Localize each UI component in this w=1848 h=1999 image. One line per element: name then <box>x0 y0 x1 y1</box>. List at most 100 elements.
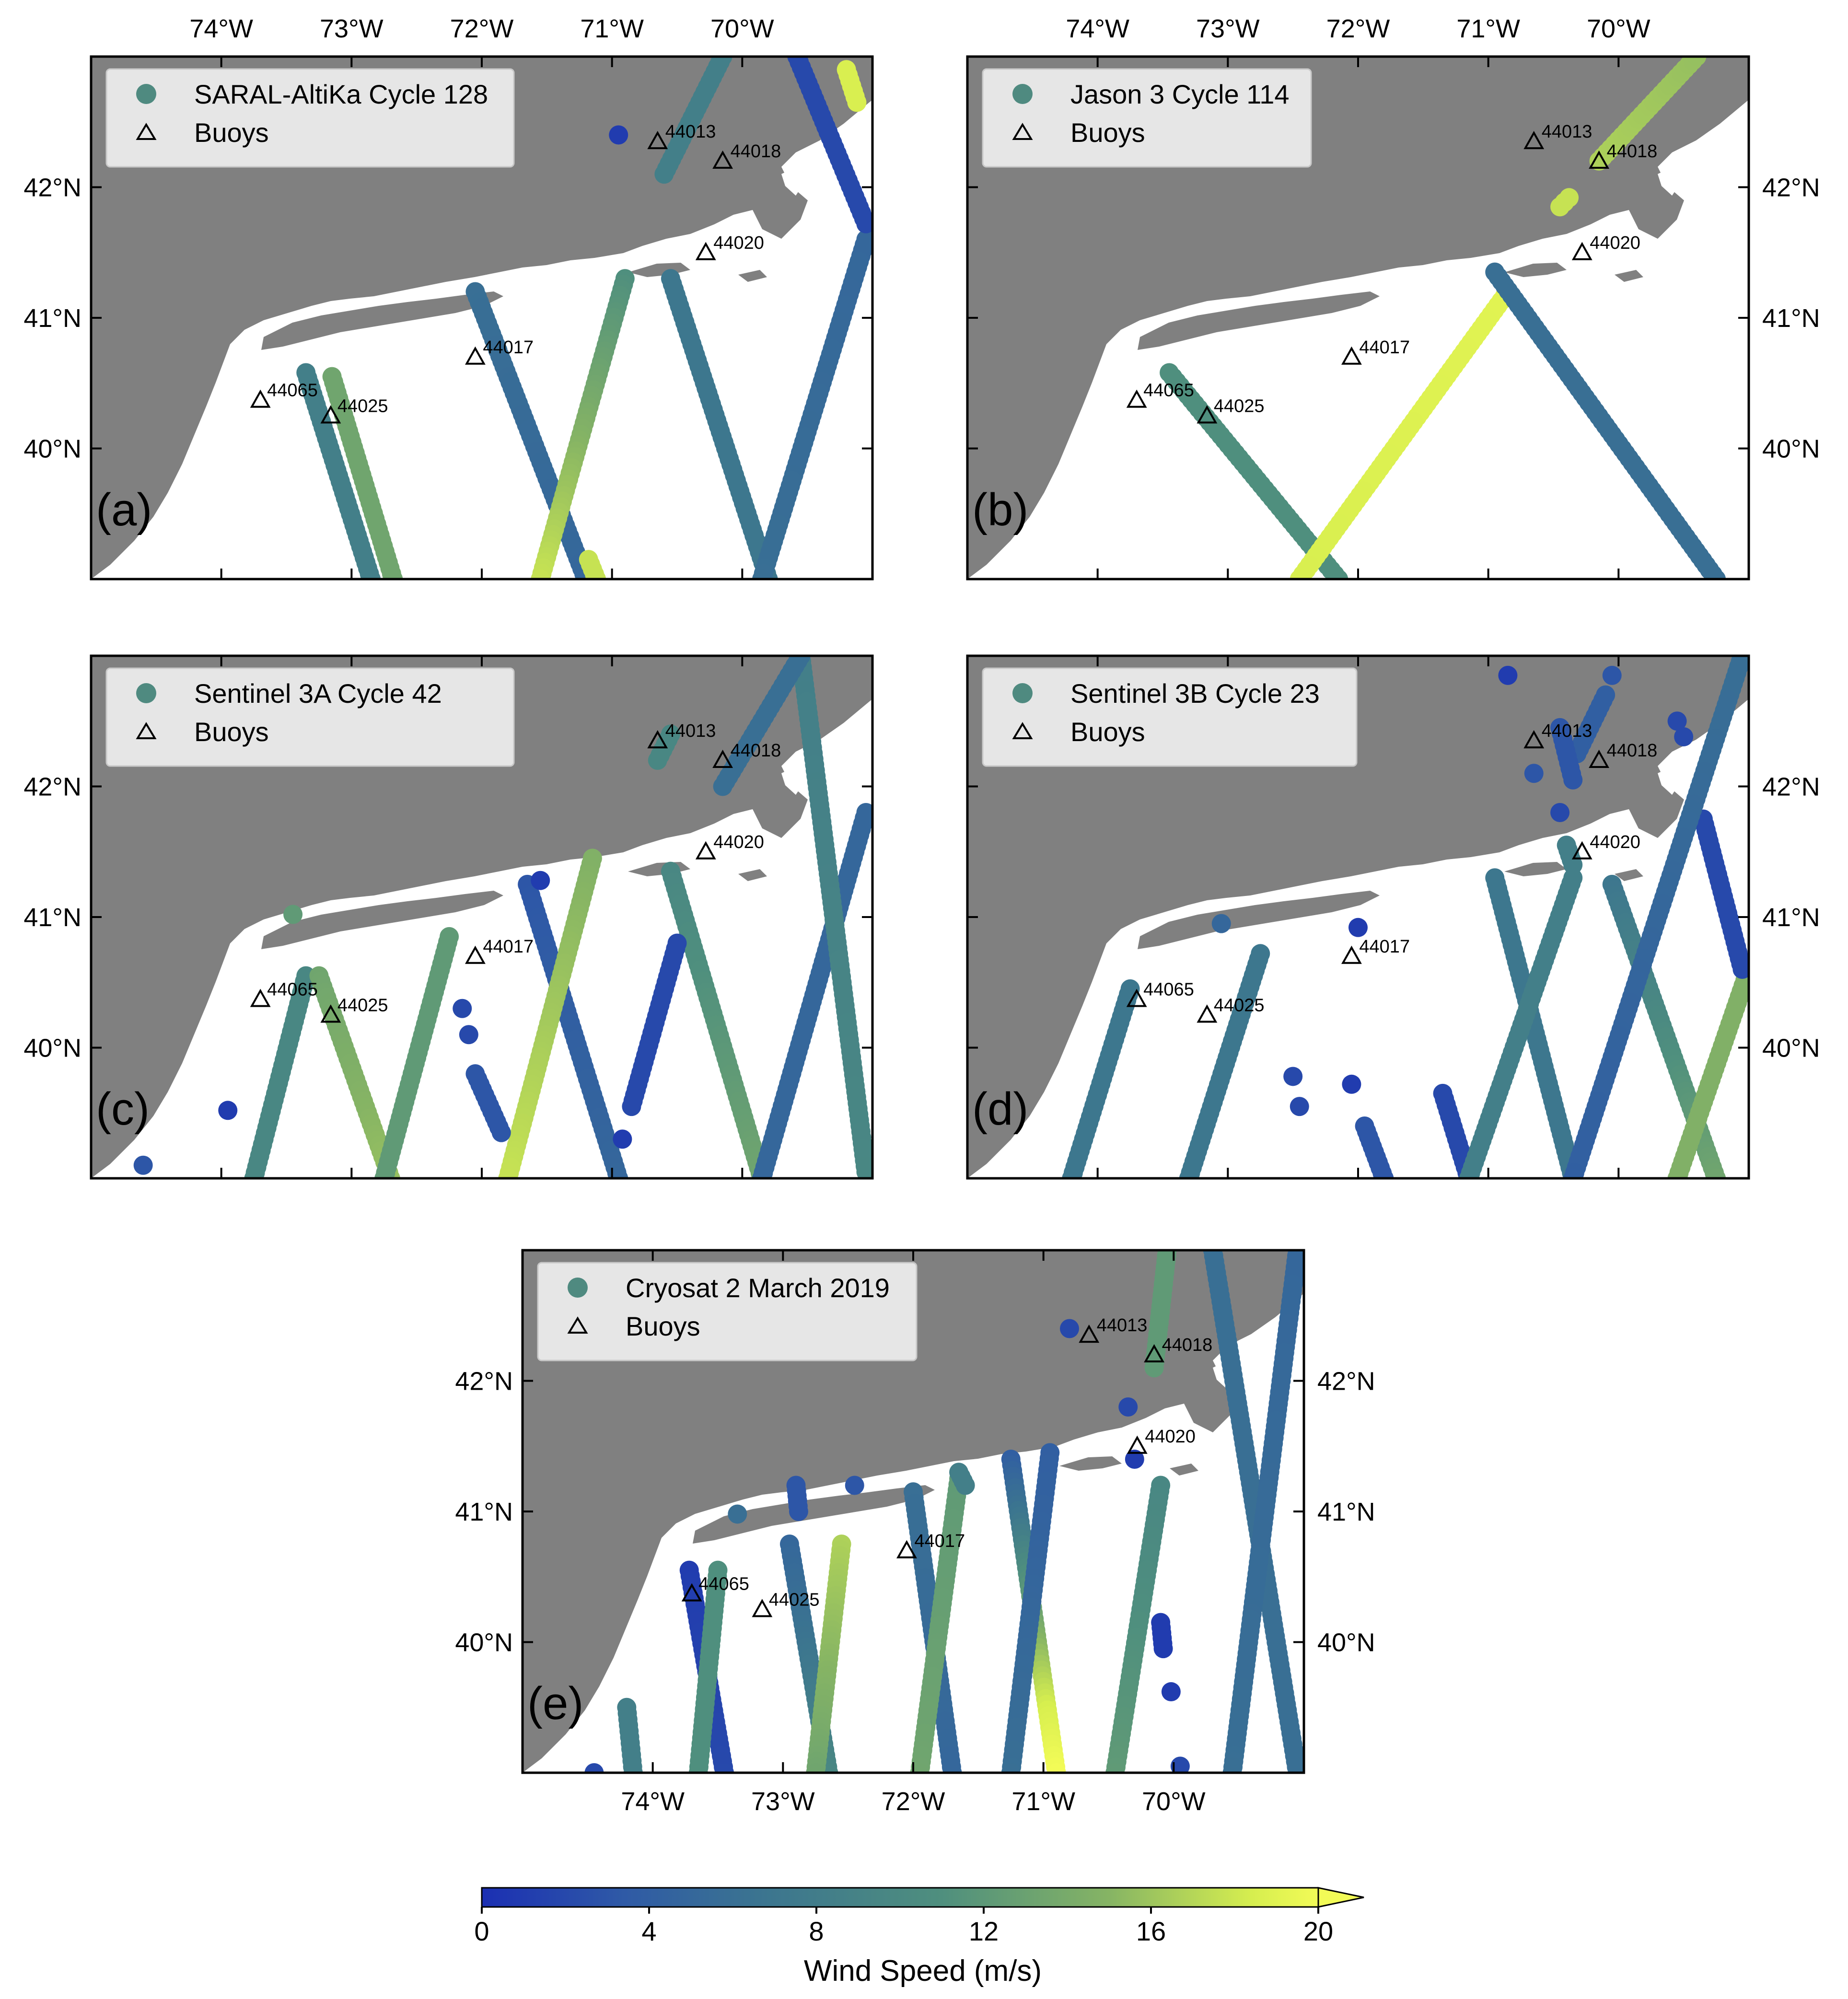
buoy-label: 44025 <box>1214 396 1265 416</box>
legend: SARAL-AltiKa Cycle 128 Buoys <box>105 68 515 168</box>
track-point <box>1524 764 1544 783</box>
colorbar-title: Wind Speed (m/s) <box>804 1954 1042 1987</box>
satellite-tracks <box>296 57 872 579</box>
buoy-triangle-icon <box>465 945 486 964</box>
legend-marker-icon <box>568 1278 588 1298</box>
track-16 <box>1151 1613 1173 1659</box>
track-point <box>910 1763 930 1773</box>
buoy-label: 44025 <box>337 396 388 416</box>
legend-buoy-icon <box>1012 722 1033 739</box>
track-9 <box>1693 809 1749 979</box>
buoy-label: 44017 <box>483 337 534 358</box>
track-point <box>1211 914 1231 933</box>
legend-marker-icon <box>136 84 156 104</box>
legend-buoys-label: Buoys <box>1070 717 1145 747</box>
map-panel-4: 44013 44018 44020 44017 44065 44025 40°N 41°N 42… <box>966 654 1820 1180</box>
satellite-tracks <box>1160 57 1726 579</box>
buoy-triangle-icon <box>681 1583 702 1602</box>
track-3 <box>374 927 459 1178</box>
track-point <box>1153 1639 1173 1659</box>
track-3 <box>1485 262 1726 579</box>
satellite-tracks <box>1062 656 1749 1178</box>
legend-box <box>982 68 1312 168</box>
track-point <box>1105 1763 1125 1773</box>
track-10 <box>1105 1476 1171 1773</box>
track-12 <box>1550 718 1583 790</box>
track-point <box>1170 1756 1190 1773</box>
track-point <box>1342 1074 1361 1094</box>
track-point <box>713 57 732 66</box>
buoy-triangle-icon <box>1126 988 1147 1007</box>
legend: Sentinel 3B Cycle 23 Buoys <box>982 667 1358 767</box>
track-point <box>459 1025 478 1045</box>
legend-label: Jason 3 Cycle 114 <box>1070 79 1290 109</box>
legend-box <box>105 667 515 767</box>
buoy-label: 44065 <box>1143 381 1194 401</box>
lon-tick-label: 73°W <box>320 14 384 43</box>
lat-tick-label: 40°N <box>1762 435 1820 464</box>
buoy-label: 44013 <box>1097 1315 1148 1336</box>
track-5 <box>579 550 606 579</box>
buoy-label: 44065 <box>267 980 318 1000</box>
legend-buoy-icon <box>136 123 157 140</box>
track-point <box>1060 1319 1079 1338</box>
track-point <box>218 1101 238 1120</box>
lon-tick-label: 71°W <box>1011 1787 1075 1816</box>
track-point <box>752 1169 772 1178</box>
lat-tick-label: 40°N <box>23 435 81 464</box>
track-point <box>715 1763 734 1773</box>
lon-tick-label: 72°W <box>450 14 514 43</box>
axis-ticks: 74°W 73°W 72°W 71°W 70°W 40°N 41°N 42°N <box>967 14 1820 579</box>
buoy-label: 44025 <box>1214 995 1265 1015</box>
track-9 <box>713 656 811 796</box>
track-point <box>856 1162 872 1178</box>
track-point <box>613 1129 632 1149</box>
buoy-label: 44020 <box>1590 233 1640 253</box>
panels-layer: 44013 44018 44020 44017 44065 44025 74°W 73°W 72… <box>23 14 1820 1816</box>
lat-tick-label: 40°N <box>1762 1034 1820 1063</box>
colorbar: 0 4 8 12 16 20 Wind Speed (m/s) <box>474 1887 1364 1987</box>
legend-marker-icon <box>1012 84 1033 104</box>
lat-tick-label: 40°N <box>455 1628 513 1657</box>
legend: Cryosat 2 March 2019 Buoys <box>537 1262 918 1361</box>
track-point <box>623 1763 643 1773</box>
map-panel-2: 44013 44018 44020 44017 44065 44025 74°W 73°W 72… <box>966 14 1820 581</box>
track-6 <box>661 861 772 1178</box>
track-point <box>1374 1169 1394 1178</box>
legend-buoys-label: Buoys <box>626 1311 700 1341</box>
legend-buoy-icon <box>1012 123 1033 140</box>
track-point <box>1602 665 1622 685</box>
track-5 <box>498 848 602 1178</box>
colorbar-tick-label: 12 <box>969 1916 999 1946</box>
track-9 <box>837 60 867 112</box>
buoy-label: 44013 <box>1542 122 1592 142</box>
legend: Jason 3 Cycle 114 Buoys <box>982 68 1312 168</box>
colorbar-gradient <box>481 1887 1319 1908</box>
buoy-triangle-icon <box>320 405 341 424</box>
lon-tick-label: 72°W <box>1326 14 1390 43</box>
track-point <box>1667 711 1687 731</box>
buoy-triangle-icon <box>712 150 733 169</box>
buoy-triangle-icon <box>1589 150 1609 169</box>
buoy-triangle-icon <box>1523 730 1545 749</box>
track-point <box>531 569 550 579</box>
track-1 <box>296 363 381 579</box>
colorbar-extend-arrow <box>1317 1887 1364 1908</box>
lon-tick-label: 74°W <box>621 1787 685 1816</box>
lat-tick-label: 41°N <box>23 903 81 932</box>
track-1 <box>244 966 316 1178</box>
track-15 <box>786 1476 808 1521</box>
track-point <box>1348 918 1368 937</box>
lon-tick-label: 74°W <box>189 14 253 43</box>
track-5 <box>806 1534 851 1773</box>
track-point <box>609 125 628 145</box>
track-point <box>1563 770 1583 790</box>
track-point <box>955 1476 975 1495</box>
lon-tick-label: 72°W <box>882 1787 945 1816</box>
buoy-triangle-icon <box>1523 131 1545 150</box>
track-7 <box>752 803 872 1178</box>
track-point <box>1179 1169 1198 1178</box>
track-point <box>1290 569 1309 579</box>
buoy-label: 44017 <box>1359 337 1410 358</box>
track-point <box>1707 1169 1726 1178</box>
